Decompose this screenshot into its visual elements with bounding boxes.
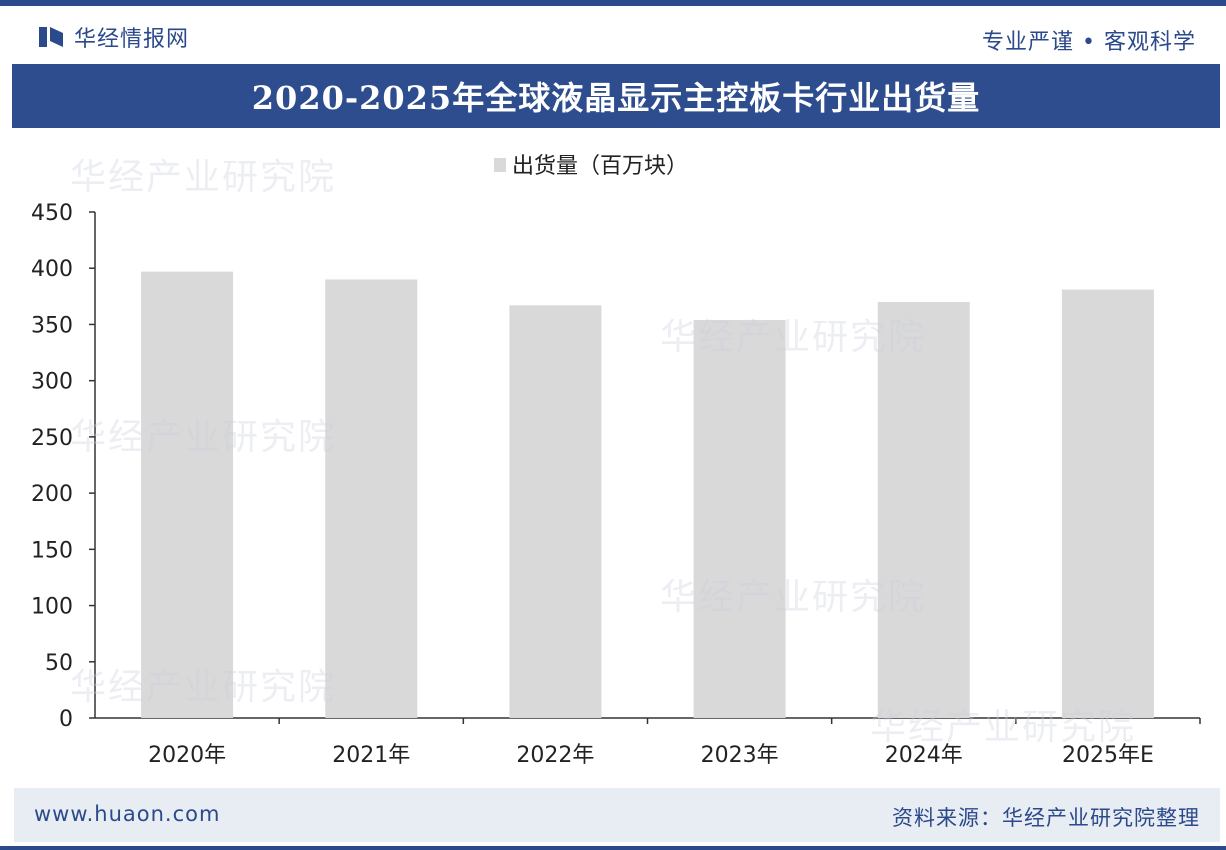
bar[interactable] — [509, 305, 602, 718]
title-bar: 2020-2025年全球液晶显示主控板卡行业出货量 — [12, 64, 1220, 128]
footer: www.huaon.com 资料来源：华经产业研究院整理 — [14, 788, 1220, 842]
bar[interactable] — [693, 319, 786, 718]
x-tick-label: 2020年 — [148, 743, 226, 768]
y-tick-label: 200 — [31, 482, 73, 507]
y-tick-label: 450 — [31, 201, 73, 226]
y-tick-label: 400 — [31, 257, 73, 282]
y-tick-label: 0 — [59, 707, 73, 732]
top-border — [0, 0, 1226, 6]
header: 华经情报网 专业严谨 • 客观科学 — [0, 6, 1226, 64]
y-tick-label: 150 — [31, 538, 73, 563]
bar[interactable] — [141, 271, 234, 718]
footer-source: 资料来源：华经产业研究院整理 — [892, 806, 1200, 830]
bar[interactable] — [1061, 289, 1154, 718]
slogan: 专业严谨 • 客观科学 — [982, 30, 1196, 55]
brand-logo[interactable]: 华经情报网 — [38, 22, 189, 52]
legend-swatch — [494, 158, 506, 172]
x-tick-label: 2023年 — [701, 743, 779, 768]
y-tick-label: 100 — [31, 595, 73, 620]
chart-area: 华经产业研究院 华经产业研究院 华经产业研究院 华经产业研究院 华经产业研究院 … — [0, 128, 1226, 780]
y-tick-label: 50 — [45, 651, 73, 676]
brand-logo-icon — [39, 27, 63, 47]
bar[interactable] — [877, 301, 970, 718]
x-tick-label: 2021年 — [332, 743, 410, 768]
bar-chart: 出货量（百万块） 0 50 100 150 200 250 300 350 400 450 2020年… — [31, 154, 1201, 768]
y-tick-label: 250 — [31, 426, 73, 451]
chart-title: 2020-2025年全球液晶显示主控板卡行业出货量 — [251, 79, 981, 117]
bottom-border — [0, 846, 1226, 850]
legend-label: 出货量（百万块） — [512, 154, 688, 179]
x-tick-label: 2025年E — [1062, 743, 1154, 768]
x-tick-label: 2022年 — [516, 743, 594, 768]
y-tick-label: 300 — [31, 370, 73, 395]
bar[interactable] — [325, 279, 418, 718]
footer-url[interactable]: www.huaon.com — [34, 802, 221, 826]
brand-name: 华经情报网 — [74, 27, 190, 52]
x-tick-label: 2024年 — [885, 743, 963, 768]
y-tick-label: 350 — [31, 313, 73, 338]
